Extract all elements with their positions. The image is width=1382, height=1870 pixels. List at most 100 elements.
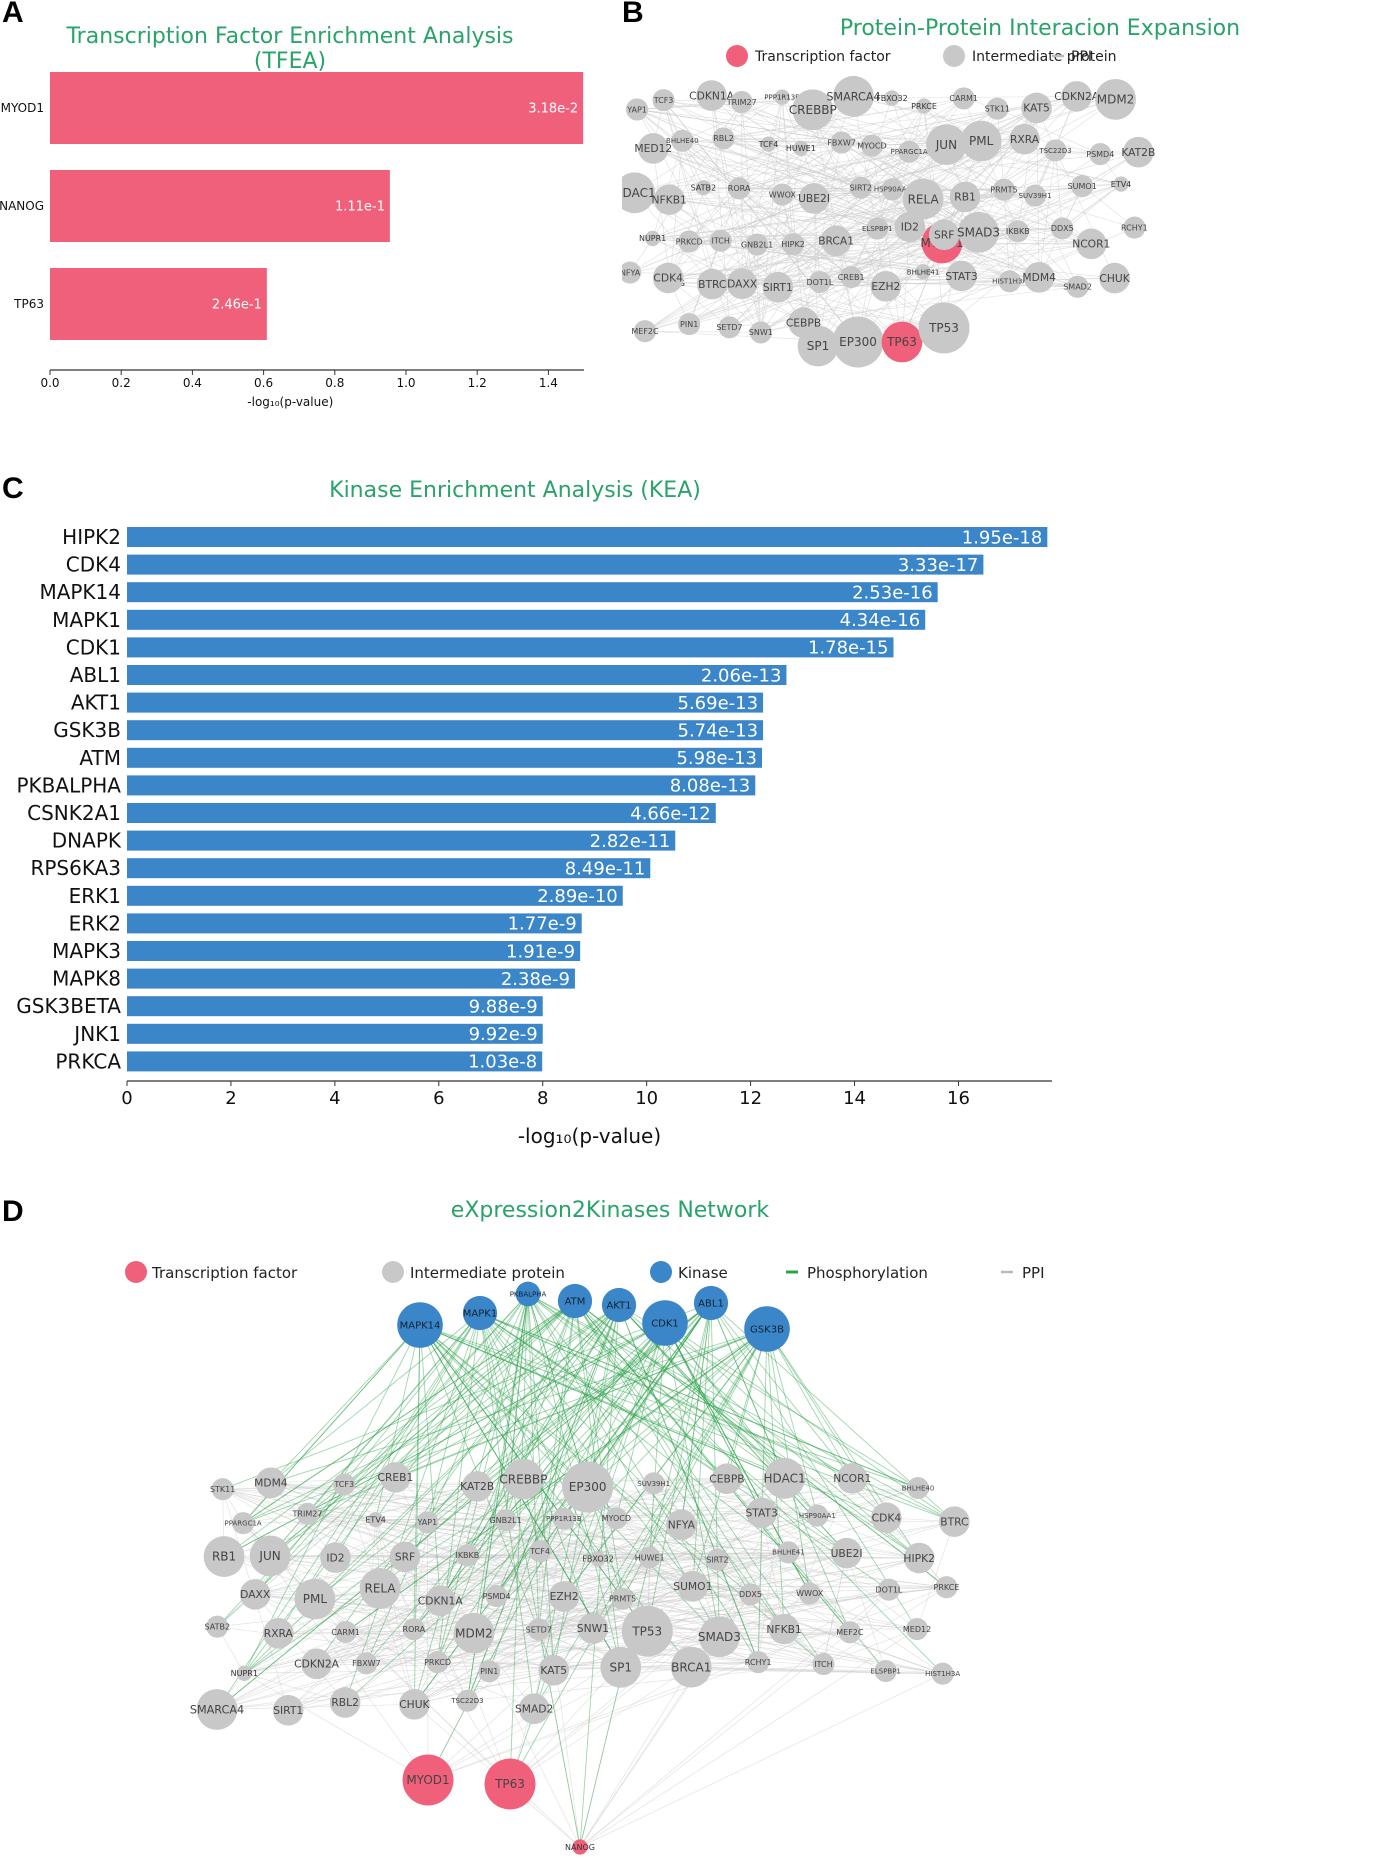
node-label-cdkn2a: CDKN2A xyxy=(1054,90,1100,103)
bar-cdk4 xyxy=(127,555,983,575)
node-label-crebbp: CREBBP xyxy=(789,103,837,117)
node-label-snw1: SNW1 xyxy=(749,328,773,337)
kinase-label-gsk3b: GSK3B xyxy=(750,1325,784,1336)
node-label-etv4: ETV4 xyxy=(365,1515,386,1524)
node-label-rb1: RB1 xyxy=(954,191,976,204)
node-label-rora: RORA xyxy=(728,184,751,193)
value-label-jnk1: 9.92e-9 xyxy=(469,1024,538,1045)
value-label-abl1: 2.06e-13 xyxy=(701,665,782,686)
phosphorylation-edge xyxy=(480,1313,918,1488)
bar-pkbalpha xyxy=(127,775,755,795)
bar-hipk2 xyxy=(127,527,1047,547)
category-label-rps6ka3: RPS6KA3 xyxy=(30,856,121,880)
bar-atm xyxy=(127,748,762,768)
bar-akt1 xyxy=(127,693,763,713)
node-label-gnb2l1: GNB2L1 xyxy=(741,240,773,249)
node-label-smad3: SMAD3 xyxy=(698,1630,741,1644)
node-label-pml: PML xyxy=(969,134,994,148)
value-label-csnk2a1: 4.66e-12 xyxy=(630,803,711,824)
x-tick-label: 0.6 xyxy=(254,376,273,390)
category-label-akt1: AKT1 xyxy=(71,691,121,715)
value-label-mapk8: 2.38e-9 xyxy=(501,969,570,990)
node-label-rela: RELA xyxy=(365,1582,397,1596)
node-label-ezh2: EZH2 xyxy=(871,280,900,293)
x-tick-label: 0.2 xyxy=(112,376,131,390)
node-label-crebbp: CREBBP xyxy=(499,1472,547,1486)
value-label-erk1: 2.89e-10 xyxy=(537,886,618,907)
node-label-stat3: STAT3 xyxy=(745,1507,777,1520)
category-label-cdk1: CDK1 xyxy=(66,635,121,659)
node-label-creb1: CREB1 xyxy=(377,1471,413,1484)
node-label-ncor1: NCOR1 xyxy=(833,1472,871,1485)
node-label-tp53: TP53 xyxy=(631,1624,662,1638)
node-label-rxra: RXRA xyxy=(1010,133,1040,146)
node-label-med12: MED12 xyxy=(903,1625,931,1634)
node-label-cdk4: CDK4 xyxy=(653,272,683,285)
node-label-creb1: CREB1 xyxy=(838,273,865,282)
node-label-stk11: STK11 xyxy=(210,1485,235,1494)
bar-myod1 xyxy=(50,72,583,144)
node-label-cebpb: CEBPB xyxy=(709,1472,744,1485)
node-label-stat3: STAT3 xyxy=(945,270,977,283)
ppi-edge xyxy=(580,1674,943,1847)
node-label-nfkb1: NFKB1 xyxy=(766,1623,801,1636)
category-label-abl1: ABL1 xyxy=(70,663,121,687)
node-label-fbxw7: FBXW7 xyxy=(352,1659,381,1668)
value-label-hipk2: 1.95e-18 xyxy=(962,527,1043,548)
node-label-cebpb: CEBPB xyxy=(786,316,821,329)
node-label-trim27: TRIM27 xyxy=(292,1510,323,1519)
category-label-myod1: MYOD1 xyxy=(1,101,44,115)
legend-intermediate-swatch xyxy=(943,45,965,67)
value-label-erk2: 1.77e-9 xyxy=(508,914,577,935)
kinase-label-mapk1: MAPK1 xyxy=(463,1309,497,1320)
node-label-fbxo32: FBXO32 xyxy=(582,1555,614,1564)
kinase-label-akt1: AKT1 xyxy=(606,1301,631,1312)
kinase-label-abl1: ABL1 xyxy=(698,1299,724,1310)
node-label-psmd4: PSMD4 xyxy=(483,1592,511,1601)
phosphorylation-edge xyxy=(271,1325,420,1483)
node-label-yap1: YAP1 xyxy=(626,105,647,114)
node-label-ep300: EP300 xyxy=(839,335,877,349)
x-tick-label: 0 xyxy=(121,1088,132,1109)
node-label-ppargc1a: PPARGC1A xyxy=(225,1520,262,1528)
node-label-tsc22d3: TSC22D3 xyxy=(1038,147,1071,155)
legend-ppi-label: PPI xyxy=(1071,49,1092,65)
node-label-cdkn1a: CDKN1A xyxy=(418,1595,464,1608)
node-label-rela: RELA xyxy=(908,192,940,206)
node-label-psmd4: PSMD4 xyxy=(1086,150,1114,159)
node-label-myod1: MYOD1 xyxy=(406,1773,449,1787)
node-label-smad3: SMAD3 xyxy=(957,226,1000,240)
node-label-wwox: WWOX xyxy=(796,1589,824,1598)
x-tick-label: 0.4 xyxy=(183,376,202,390)
node-label-rchy1: RCHY1 xyxy=(1121,223,1148,232)
node-label-rxra: RXRA xyxy=(264,1627,294,1640)
node-label-hipk2: HIPK2 xyxy=(903,1552,935,1565)
node-label-mdm2: MDM2 xyxy=(1097,93,1135,107)
node-label-pml: PML xyxy=(303,1592,328,1606)
category-label-pkbalpha: PKBALPHA xyxy=(16,773,121,797)
ppi-edge xyxy=(892,96,1077,98)
node-label-prkce: PRKCE xyxy=(934,1583,960,1592)
node-label-gnb2l1: GNB2L1 xyxy=(489,1516,521,1525)
node-label-suv39h1: SUV39H1 xyxy=(1019,192,1052,200)
node-label-rbl2: RBL2 xyxy=(331,1696,359,1709)
node-label-mef2c: MEF2C xyxy=(631,327,659,336)
node-label-carm1: CARM1 xyxy=(331,1628,360,1637)
node-label-rbl2: RBL2 xyxy=(713,134,734,143)
node-label-tcf4: TCF4 xyxy=(758,140,779,149)
node-label-ube2i: UBE2I xyxy=(831,1547,863,1560)
value-label-prkca: 1.03e-8 xyxy=(468,1052,537,1073)
node-label-tcf3: TCF3 xyxy=(333,1480,354,1489)
node-label-prkcd: PRKCD xyxy=(424,1658,451,1667)
node-label-mdm4: MDM4 xyxy=(254,1477,288,1490)
node-label-brca1: BRCA1 xyxy=(818,235,854,248)
node-label-btrc: BTRC xyxy=(940,1515,968,1528)
node-label-nfkb1: NFKB1 xyxy=(652,193,687,206)
node-label-nanog: NANOG xyxy=(565,1843,595,1852)
node-label-sirt2: SIRT2 xyxy=(850,184,872,193)
ppi-edge xyxy=(670,146,872,283)
node-label-brca1: BRCA1 xyxy=(671,1660,711,1674)
node-label-tp53: TP53 xyxy=(928,321,959,335)
node-label-hdac1: HDAC1 xyxy=(764,1471,806,1485)
ppi-edge xyxy=(580,1667,691,1847)
